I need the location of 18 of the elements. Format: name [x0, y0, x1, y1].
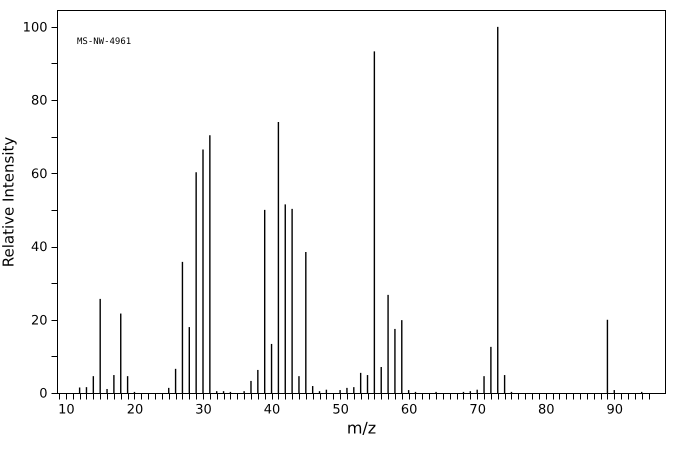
y-tick-label: 0: [39, 386, 48, 402]
x-tick-label: 60: [400, 402, 418, 418]
y-tick-label: 80: [30, 94, 48, 109]
x-tick-label: 10: [58, 402, 75, 418]
x-tick-label: 30: [195, 402, 212, 418]
x-tick-label: 80: [538, 402, 555, 418]
x-tick-label: 40: [264, 402, 280, 418]
x-axis-title: m/z: [346, 418, 376, 438]
x-tick-label: 20: [126, 402, 144, 418]
y-axis-title: Relative Intensity: [0, 136, 18, 268]
x-tick-label: 70: [469, 402, 486, 418]
y-tick-label: 20: [30, 313, 48, 328]
x-tick-label: 50: [332, 402, 349, 418]
annotation: MS-NW-4961: [77, 37, 132, 47]
y-tick-label: 40: [30, 240, 48, 256]
x-tick-label: 90: [606, 402, 624, 418]
y-tick-label: 60: [30, 166, 48, 182]
y-tick-label: 100: [22, 20, 48, 36]
